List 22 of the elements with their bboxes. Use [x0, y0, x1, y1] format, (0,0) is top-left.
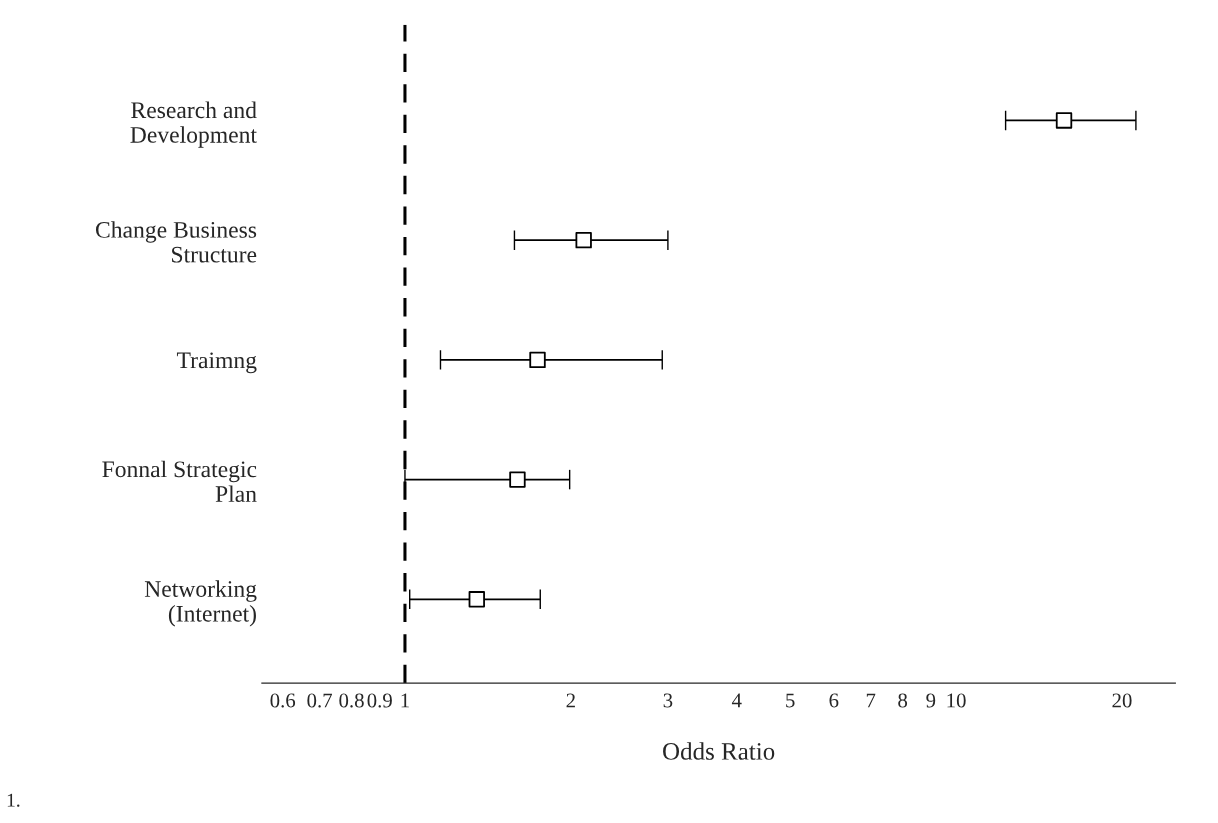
x-tick-label: 0.8: [339, 693, 364, 708]
x-tick-label: 10: [947, 693, 966, 708]
x-tick-label: 0.6: [270, 693, 296, 708]
x-tick-label: 2: [566, 693, 575, 708]
x-tick-label: 1: [401, 693, 409, 708]
x-tick-label: 9: [926, 693, 936, 708]
x-tick-label: 5: [786, 693, 795, 708]
x-tick-label: 6: [829, 693, 839, 708]
x-axis-title: Odds Ratio: [663, 742, 775, 760]
x-tick-label: 0.7: [307, 693, 333, 708]
y-tick-label: Fonnal Strategic Plan: [102, 460, 257, 503]
text: 1.: [7, 793, 20, 807]
x-tick-label: 3: [663, 693, 673, 708]
y-tick-label: Change Business Structure: [95, 221, 257, 263]
y-tick-label: Networking (Internet): [144, 580, 257, 627]
y-tick-label: Research and Development: [130, 101, 257, 148]
x-tick-label: 0.9: [367, 693, 392, 708]
x-tick-label: 4: [731, 693, 742, 708]
x-tick-label: 20: [1112, 693, 1132, 708]
y-tick-label: Traimng: [176, 352, 257, 374]
x-tick-label: 7: [866, 693, 876, 708]
x-tick-label: 8: [898, 693, 908, 708]
